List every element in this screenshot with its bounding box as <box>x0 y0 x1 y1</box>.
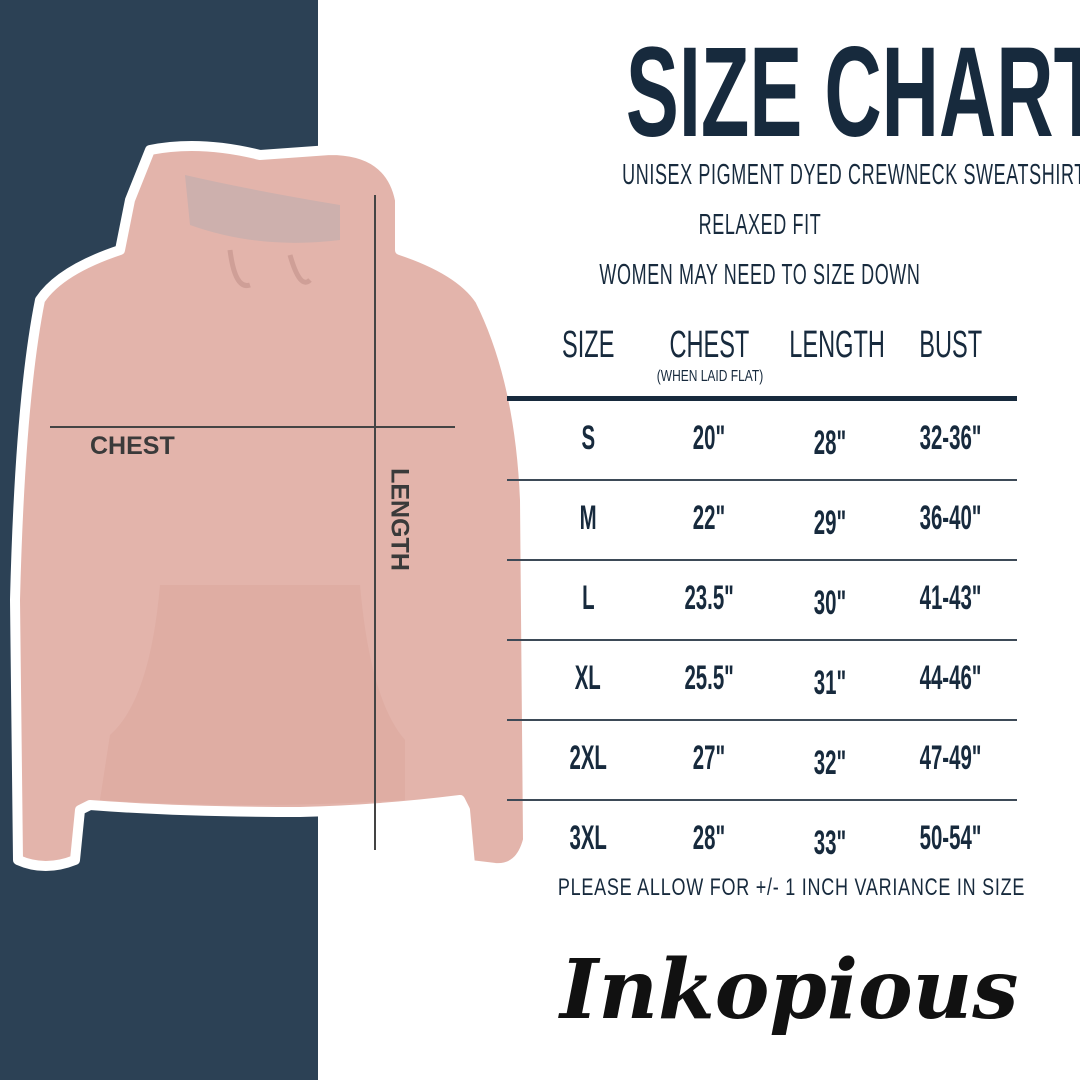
cell-bust: 32-36" <box>920 419 982 457</box>
cell-bust: 44-46" <box>920 659 982 697</box>
subtitle-fit: RELAXED FIT <box>698 209 822 241</box>
row-divider <box>507 799 1017 801</box>
row-divider <box>507 719 1017 721</box>
header-chest: CHEST <box>669 324 749 366</box>
cell-length: 32" <box>813 744 847 782</box>
cell-bust: 50-54" <box>920 819 982 857</box>
cell-size: 3XL <box>569 819 607 857</box>
cell-size: S <box>581 419 595 457</box>
subtitle-product: UNISEX PIGMENT DYED CREWNECK SWEATSHIRT <box>622 159 1080 191</box>
cell-chest: 28" <box>692 819 726 857</box>
cell-chest: 20" <box>692 419 726 457</box>
cell-length: 31" <box>813 664 847 702</box>
length-label: LENGTH <box>385 468 414 571</box>
cell-chest: 22" <box>692 499 726 537</box>
row-divider <box>507 479 1017 481</box>
cell-bust: 41-43" <box>920 579 982 617</box>
header-length: LENGTH <box>789 324 885 366</box>
cell-size: XL <box>574 659 602 697</box>
cell-bust: 47-49" <box>920 739 982 777</box>
cell-chest: 27" <box>692 739 726 777</box>
cell-length: 29" <box>813 504 847 542</box>
cell-length: 33" <box>813 824 847 862</box>
chest-note: (WHEN LAID FLAT) <box>656 368 764 385</box>
variance-note: PLEASE ALLOW FOR +/- 1 INCH VARIANCE IN … <box>557 874 1026 901</box>
header-divider <box>507 396 1017 401</box>
cell-length: 30" <box>813 584 847 622</box>
row-divider <box>507 559 1017 561</box>
cell-chest: 25.5" <box>684 659 734 697</box>
subtitle-sizing-tip: WOMEN MAY NEED TO SIZE DOWN <box>599 259 921 291</box>
cell-chest: 23.5" <box>684 579 734 617</box>
header-size: SIZE <box>561 324 615 366</box>
cell-length: 28" <box>813 424 847 462</box>
hoodie-image <box>10 141 533 874</box>
chest-label: CHEST <box>90 432 175 460</box>
cell-size: L <box>581 579 595 617</box>
cell-size: 2XL <box>569 739 607 777</box>
cell-bust: 36-40" <box>920 499 982 537</box>
row-divider <box>507 639 1017 641</box>
page-title: SIZE CHART <box>625 21 1080 164</box>
brand-logo: Inkopious <box>560 942 1019 1038</box>
header-bust: BUST <box>919 324 983 366</box>
cell-size: M <box>579 499 597 537</box>
